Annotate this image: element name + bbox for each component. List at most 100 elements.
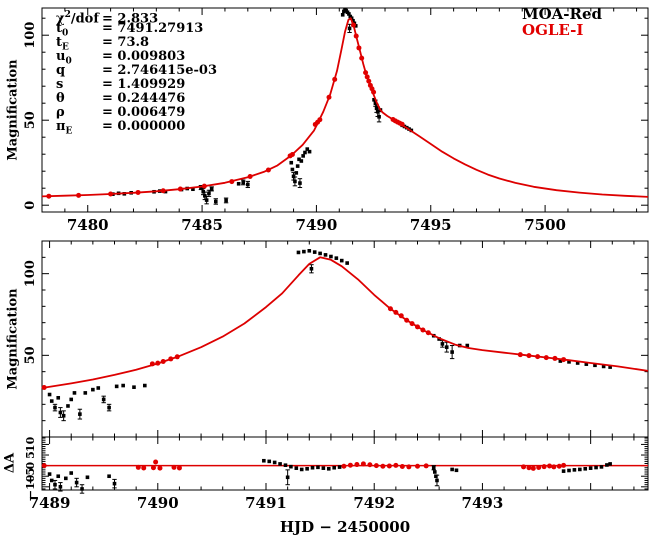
ogle-data-point (561, 357, 567, 363)
param-line-1: t0 = 7491.27913 (56, 21, 204, 39)
ogle-data-point (108, 191, 114, 197)
moa-data-point (64, 476, 68, 481)
moa-data-point (594, 465, 598, 470)
moa-data-point (584, 362, 589, 366)
moa-data-point (434, 474, 438, 479)
moa-data-point (572, 468, 577, 472)
moa-data-point (209, 187, 214, 191)
ogle-data-point (547, 463, 553, 469)
moa-data-point (558, 359, 563, 363)
moa-data-point (143, 383, 147, 388)
moa-data-point (303, 150, 307, 155)
moa-data-point (583, 467, 588, 471)
ogle-data-point (160, 359, 166, 365)
moa-data-point (310, 465, 315, 470)
ogle-data-point (41, 385, 47, 391)
ogle-data-point (247, 173, 253, 179)
moa-data-point (101, 397, 106, 402)
ogle-data-point (380, 463, 386, 469)
x-tick-label: 7489 (29, 494, 71, 512)
moa-data-point (608, 365, 612, 369)
moa-data-point (305, 147, 310, 151)
ogle-data-point (356, 45, 362, 51)
ogle-data-point (420, 327, 426, 333)
ogle-data-point (76, 192, 82, 198)
moa-data-point (74, 480, 79, 485)
param-line-2: tE = 73.8 (56, 35, 150, 53)
moa-data-point (289, 464, 293, 469)
moa-data-point (302, 249, 306, 254)
legend-item-moa: MOA-Red (522, 6, 602, 22)
moa-data-point (83, 391, 88, 395)
moa-data-point (294, 466, 299, 470)
ogle-data-point (46, 193, 52, 199)
y-tick-label: −5 (24, 468, 37, 485)
ogle-data-point (393, 462, 399, 468)
moa-data-point (262, 458, 266, 463)
moa-data-point (201, 189, 206, 194)
moa-data-point (301, 154, 305, 158)
moa-data-point (203, 194, 207, 198)
moa-data-point (53, 405, 57, 410)
moa-data-point (454, 468, 459, 473)
moa-data-point (47, 472, 52, 476)
x-tick-label: 7490 (137, 494, 179, 512)
moa-data-point (340, 13, 345, 17)
moa-data-point (121, 383, 125, 388)
y-axis-title-top: Magnification (5, 59, 21, 161)
moa-data-point (440, 342, 445, 346)
moa-data-point (49, 478, 54, 483)
param-line-8: πE = 0.000000 (56, 119, 186, 137)
moa-data-point (289, 160, 294, 165)
moa-data-point (291, 174, 296, 179)
param-line-4: q = 2.746415e-03 (56, 63, 218, 78)
param-line-7: ρ = 0.006479 (56, 105, 186, 120)
ogle-data-point (561, 462, 567, 468)
ogle-data-point (360, 461, 366, 467)
moa-data-point (561, 469, 566, 473)
moa-data-point (241, 180, 246, 185)
ogle-data-point (367, 462, 373, 468)
moa-data-point (96, 386, 101, 390)
y-tick-label: −10 (24, 474, 37, 499)
x-tick-label: 7491 (245, 494, 287, 512)
moa-data-point (601, 364, 606, 369)
moa-data-point (435, 478, 439, 483)
moa-data-point (578, 467, 582, 472)
moa-data-point (332, 465, 336, 470)
y-tick-label: 0 (24, 461, 37, 469)
ogle-data-point (404, 317, 410, 323)
moa-data-point (58, 485, 63, 489)
moa-data-point (293, 179, 297, 184)
moa-data-point (347, 12, 351, 16)
ogle-data-point (171, 464, 177, 470)
y-axis-title-residual: ΔA (2, 452, 18, 474)
x-tick-label: 7485 (181, 216, 223, 234)
moa-data-point (114, 384, 119, 389)
param-line-6: θ = 0.244476 (56, 91, 186, 106)
ogle-data-point (350, 22, 356, 28)
moa-data-point (78, 412, 82, 416)
moa-data-point (316, 465, 320, 470)
ogle-data-point (155, 360, 161, 366)
ogle-data-point (157, 465, 163, 471)
moa-data-point (450, 350, 454, 354)
x-tick-label: 7480 (67, 216, 109, 234)
moa-data-point (58, 410, 63, 415)
moa-data-point (47, 392, 52, 397)
moa-data-point (323, 253, 328, 257)
moa-data-point (599, 465, 604, 469)
ogle-data-point (359, 55, 365, 61)
moa-data-point (307, 249, 312, 253)
legend-ogle-label: OGLE-I (522, 21, 584, 39)
ogle-data-point (406, 464, 412, 470)
x-tick-label: 7493 (462, 494, 504, 512)
moa-data-point (295, 164, 300, 168)
moa-data-point (608, 462, 612, 466)
ogle-data-point (174, 354, 180, 360)
moa-data-point (351, 18, 355, 23)
param-line-0: χ2/dof = 2.833 (56, 10, 159, 27)
moa-data-point (107, 405, 111, 410)
ogle-data-point (160, 188, 166, 194)
moa-data-point (204, 198, 209, 202)
